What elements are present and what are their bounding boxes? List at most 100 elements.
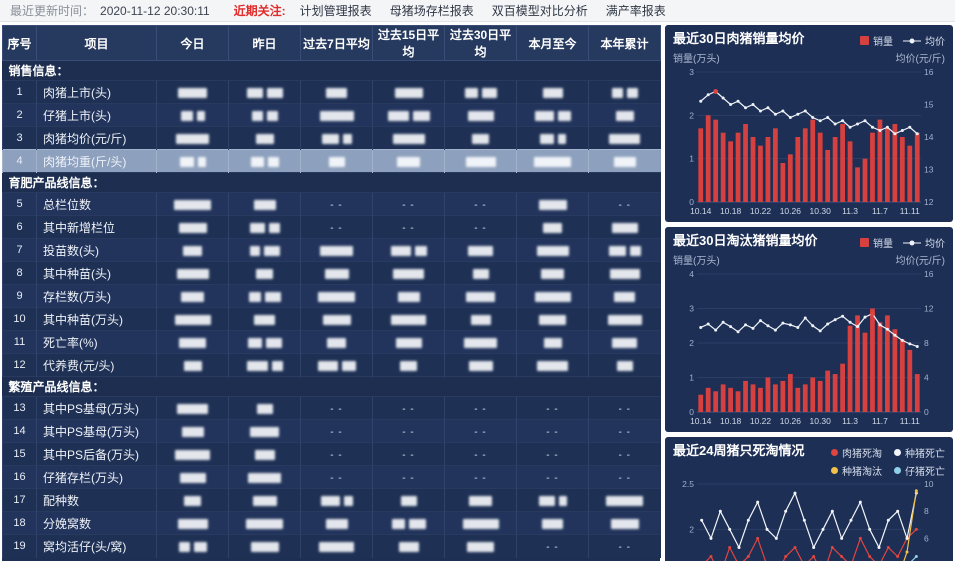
table-row[interactable]: 13 其中PS基母(万头) - - - - - - - - - - [2,396,661,420]
redacted-value [614,291,636,302]
cell-value [588,353,661,377]
redacted-value [196,110,205,121]
cell-serial: 18 [2,511,37,535]
cell-value [228,465,301,489]
legend-dot-icon [894,467,901,474]
redacted-value [263,245,280,256]
table-row[interactable]: 8 其中种苗(头) [2,261,661,285]
redacted-value [324,268,349,279]
cell-value [444,126,517,150]
legend-line-dot-icon [903,240,921,245]
table-row[interactable]: 16 仔猪存栏(万头) - - - - - - - - - - [2,465,661,489]
cell-value [228,511,301,535]
cell-value [156,511,229,535]
table-row[interactable]: 3 肉猪均价(元/斤) [2,126,661,150]
column-header: 昨日 [228,25,301,61]
svg-text:11.11: 11.11 [900,416,920,426]
svg-text:8: 8 [924,338,929,348]
cell-value: - - [372,215,445,239]
cell-value [588,126,661,150]
main-area: 序号 项目 今日 昨日 过去7日平均 过去15日平均 过去30日平均 本月至今 本年累计 销售信息… [0,22,955,561]
empty-value: - - [474,404,487,415]
cell-value [516,80,589,104]
cell-item-name: 其中种苗(万头) [36,307,157,331]
empty-value: - - [546,404,559,415]
column-header: 序号 [2,25,37,61]
redacted-value [268,222,280,233]
svg-text:2.5: 2.5 [682,479,694,489]
cell-value [444,149,517,173]
cell-value [300,80,373,104]
cell-value [156,284,229,308]
cell-value [444,488,517,512]
cell-value [444,534,517,558]
cell-serial: 2 [2,103,37,127]
cell-value [156,261,229,285]
redacted-value [320,245,353,256]
redacted-value [176,133,209,144]
cell-value [228,215,301,239]
table-row[interactable]: 5 总栏位数 - - - - - - - - [2,192,661,216]
redacted-value [246,518,283,529]
redacted-value [536,245,569,256]
redacted-value [184,495,201,506]
topbar-link[interactable]: 计划管理报表 [299,4,372,18]
table-row[interactable]: 2 仔猪上市(头) [2,103,661,127]
redacted-value [611,222,638,233]
redacted-value [250,542,279,553]
cell-value [588,330,661,354]
svg-text:10.22: 10.22 [750,416,772,426]
table-row[interactable]: 17 配种数 [2,488,661,512]
redacted-value [464,87,478,98]
table-row[interactable]: 14 其中PS基母(万头) - - - - - - - - - - [2,419,661,443]
topbar-link[interactable]: 双百模型对比分析 [491,4,588,18]
legend-label: 均价 [925,37,945,48]
cell-value [156,192,229,216]
svg-text:16: 16 [924,269,934,279]
table-row[interactable]: 1 肉猪上市(头) [2,80,661,104]
cell-value [156,238,229,262]
topbar-link[interactable]: 满产率报表 [605,4,666,18]
table-row[interactable]: 10 其中种苗(万头) [2,307,661,331]
cell-value [516,215,589,239]
empty-value: - - [402,450,415,461]
table-row[interactable]: 9 存栏数(万头) [2,284,661,308]
cell-value [300,238,373,262]
cell-item-name: 仔猪存栏(万头) [36,465,157,489]
redacted-value [391,314,426,325]
cell-value [156,103,229,127]
table-row[interactable]: 18 分娩窝数 [2,511,661,535]
chart-panel-pig-sales-price: 最近30日肉猪销量均价 销量 均价 销量(万头) 均价(元/斤) 0 1 2 3 12 13… [665,25,953,222]
cell-value [588,511,661,535]
table-row[interactable]: 11 死亡率(%) [2,330,661,354]
legend-label: 仔猪死亡 [905,467,945,478]
table-row[interactable]: 4 肉猪均重(斤/头) [2,149,661,173]
cell-value: - - [300,442,373,466]
right-axis-label: 均价(元/斤) [895,54,945,65]
redacted-value [412,110,430,121]
table-row[interactable]: 12 代养费(元/头) [2,353,661,377]
table-row[interactable]: 19 窝均活仔(头/窝) - - - - [2,534,661,558]
redacted-value [326,87,347,98]
table-row[interactable]: 7 投苗数(头) [2,238,661,262]
redacted-value [328,156,345,167]
empty-value: - - [330,427,343,438]
table-row[interactable]: 6 其中新增栏位 - - - - - - [2,215,661,239]
cell-serial: 1 [2,80,37,104]
cell-value [156,419,229,443]
table-row[interactable]: 15 其中PS后备(万头) - - - - - - - - - - [2,442,661,466]
cell-value: - - [300,419,373,443]
redacted-value [542,518,563,529]
topbar-link[interactable]: 母猪场存栏报表 [389,4,474,18]
svg-text:10.26: 10.26 [780,416,802,426]
redacted-value [177,518,208,529]
cell-value [516,307,589,331]
cell-value: - - [516,396,589,420]
cell-value [516,511,589,535]
cell-value [300,511,373,535]
redacted-value [390,245,411,256]
cell-value: - - [516,442,589,466]
redacted-value [179,472,206,483]
cell-value [444,330,517,354]
